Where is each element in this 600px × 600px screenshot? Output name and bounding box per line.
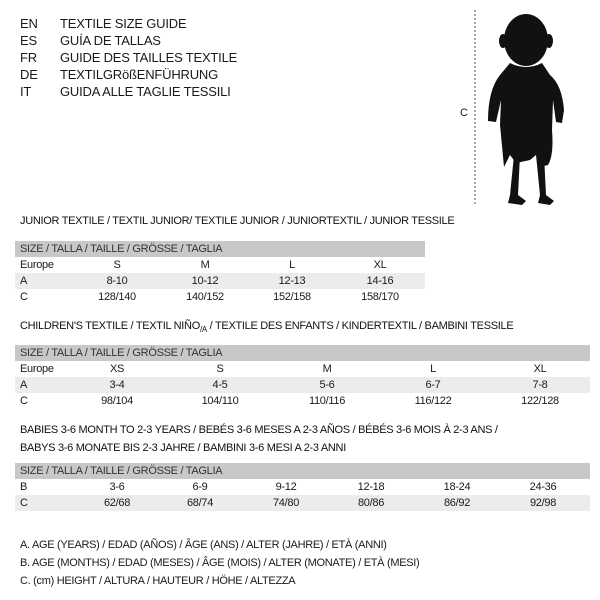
table-row: C 62/68 68/74 74/80 80/86 86/92 92/98 <box>15 495 590 511</box>
table-cell: XL <box>373 259 387 271</box>
table-row: A 3-4 4-5 5-6 6-7 7-8 <box>15 377 590 393</box>
table-cell: 12-13 <box>278 275 306 287</box>
row-label: A <box>20 275 28 287</box>
child-silhouette <box>470 5 590 210</box>
table-cell: 152/158 <box>273 291 311 303</box>
language-code: EN <box>20 16 38 31</box>
babies-title-line1: BABIES 3-6 MONTH TO 2-3 YEARS / BEBÉS 3-… <box>20 424 498 436</box>
size-header: SIZE / TALLA / TAILLE / GRÖSSE / TAGLIA <box>20 465 223 477</box>
language-title: GUÍA DE TALLAS <box>60 33 161 48</box>
row-label: Europe <box>20 363 54 375</box>
table-cell: 122/128 <box>521 395 559 407</box>
table-cell: 10-12 <box>191 275 219 287</box>
size-header: SIZE / TALLA / TAILLE / GRÖSSE / TAGLIA <box>20 347 223 359</box>
language-title: GUIDA ALLE TAGLIE TESSILI <box>60 84 231 99</box>
table-row: Europe S M L XL <box>15 257 425 273</box>
table-cell: S <box>216 363 224 375</box>
table-cell: L <box>430 363 436 375</box>
table-cell: XL <box>533 363 547 375</box>
table-cell: 24-36 <box>529 481 557 493</box>
table-cell: 158/170 <box>361 291 399 303</box>
children-title-sub: /A <box>199 325 207 335</box>
table-cell: 5-6 <box>319 379 335 391</box>
table-cell: S <box>113 259 121 271</box>
table-cell: 98/104 <box>101 395 133 407</box>
children-size-table: SIZE / TALLA / TAILLE / GRÖSSE / TAGLIA E… <box>15 345 590 409</box>
table-cell: 9-12 <box>275 481 297 493</box>
measure-label: C <box>460 107 468 119</box>
table-cell: 62/68 <box>103 497 131 509</box>
table-cell: 18-24 <box>443 481 471 493</box>
size-header-row: SIZE / TALLA / TAILLE / GRÖSSE / TAGLIA <box>15 241 425 257</box>
row-label: C <box>20 291 28 303</box>
legend-c: C. (cm) HEIGHT / ALTURA / HAUTEUR / HÖHE… <box>20 575 296 587</box>
language-title: TEXTILE SIZE GUIDE <box>60 16 187 31</box>
table-cell: 92/98 <box>529 497 557 509</box>
children-title-main: CHILDREN'S TEXTILE / TEXTIL NIÑO <box>20 320 200 332</box>
table-cell: 3-6 <box>109 481 125 493</box>
babies-title-line2: BABYS 3-6 MONATE BIS 2-3 JAHRE / BAMBINI… <box>20 442 346 454</box>
table-row: B 3-6 6-9 9-12 12-18 18-24 24-36 <box>15 479 590 495</box>
table-cell: M <box>200 259 210 271</box>
table-cell: 128/140 <box>98 291 136 303</box>
size-header: SIZE / TALLA / TAILLE / GRÖSSE / TAGLIA <box>20 243 223 255</box>
table-cell: 6-7 <box>425 379 441 391</box>
language-code: IT <box>20 84 32 99</box>
children-title: CHILDREN'S TEXTILE / TEXTIL NIÑO/A / TEX… <box>20 320 514 335</box>
size-header-row: SIZE / TALLA / TAILLE / GRÖSSE / TAGLIA <box>15 345 590 361</box>
table-cell: 12-18 <box>357 481 385 493</box>
table-cell: 74/80 <box>272 497 300 509</box>
table-row: Europe XS S M L XL <box>15 361 590 377</box>
legend-a: A. AGE (YEARS) / EDAD (AÑOS) / ÂGE (ANS)… <box>20 539 387 551</box>
table-cell: 6-9 <box>192 481 208 493</box>
junior-title: JUNIOR TEXTILE / TEXTIL JUNIOR/ TEXTILE … <box>20 215 455 227</box>
table-cell: 140/152 <box>186 291 224 303</box>
table-cell: 116/122 <box>414 395 452 407</box>
table-cell: 68/74 <box>186 497 214 509</box>
table-cell: 8-10 <box>106 275 128 287</box>
language-code: ES <box>20 33 37 48</box>
child-silhouette-icon <box>474 10 564 205</box>
row-label: A <box>20 379 28 391</box>
legend-b: B. AGE (MONTHS) / EDAD (MESES) / ÂGE (MO… <box>20 557 420 569</box>
junior-size-table: SIZE / TALLA / TAILLE / GRÖSSE / TAGLIA E… <box>15 241 425 305</box>
row-label: B <box>20 481 28 493</box>
language-title: TEXTILGRößENFÜHRUNG <box>60 67 218 82</box>
language-title: GUIDE DES TAILLES TEXTILE <box>60 50 238 65</box>
table-cell: XS <box>109 363 125 375</box>
table-cell: 104/110 <box>201 395 239 407</box>
table-cell: 86/92 <box>443 497 471 509</box>
table-cell: 3-4 <box>109 379 125 391</box>
table-cell: 80/86 <box>357 497 385 509</box>
table-cell: 14-16 <box>366 275 394 287</box>
babies-size-table: SIZE / TALLA / TAILLE / GRÖSSE / TAGLIA B… <box>15 463 590 511</box>
table-cell: L <box>289 259 295 271</box>
row-label: C <box>20 497 28 509</box>
table-row: C 98/104 104/110 110/116 116/122 122/128 <box>15 393 590 409</box>
language-code: DE <box>20 67 38 82</box>
size-header-row: SIZE / TALLA / TAILLE / GRÖSSE / TAGLIA <box>15 463 590 479</box>
row-label: C <box>20 395 28 407</box>
language-code: FR <box>20 50 37 65</box>
table-cell: M <box>322 363 332 375</box>
table-cell: 4-5 <box>212 379 228 391</box>
table-row: A 8-10 10-12 12-13 14-16 <box>15 273 425 289</box>
children-title-rest: / TEXTILE DES ENFANTS / KINDERTEXTIL / B… <box>206 320 514 332</box>
row-label: Europe <box>20 259 54 271</box>
table-cell: 110/116 <box>308 395 346 407</box>
table-row: C 128/140 140/152 152/158 158/170 <box>15 289 425 305</box>
table-cell: 7-8 <box>532 379 548 391</box>
